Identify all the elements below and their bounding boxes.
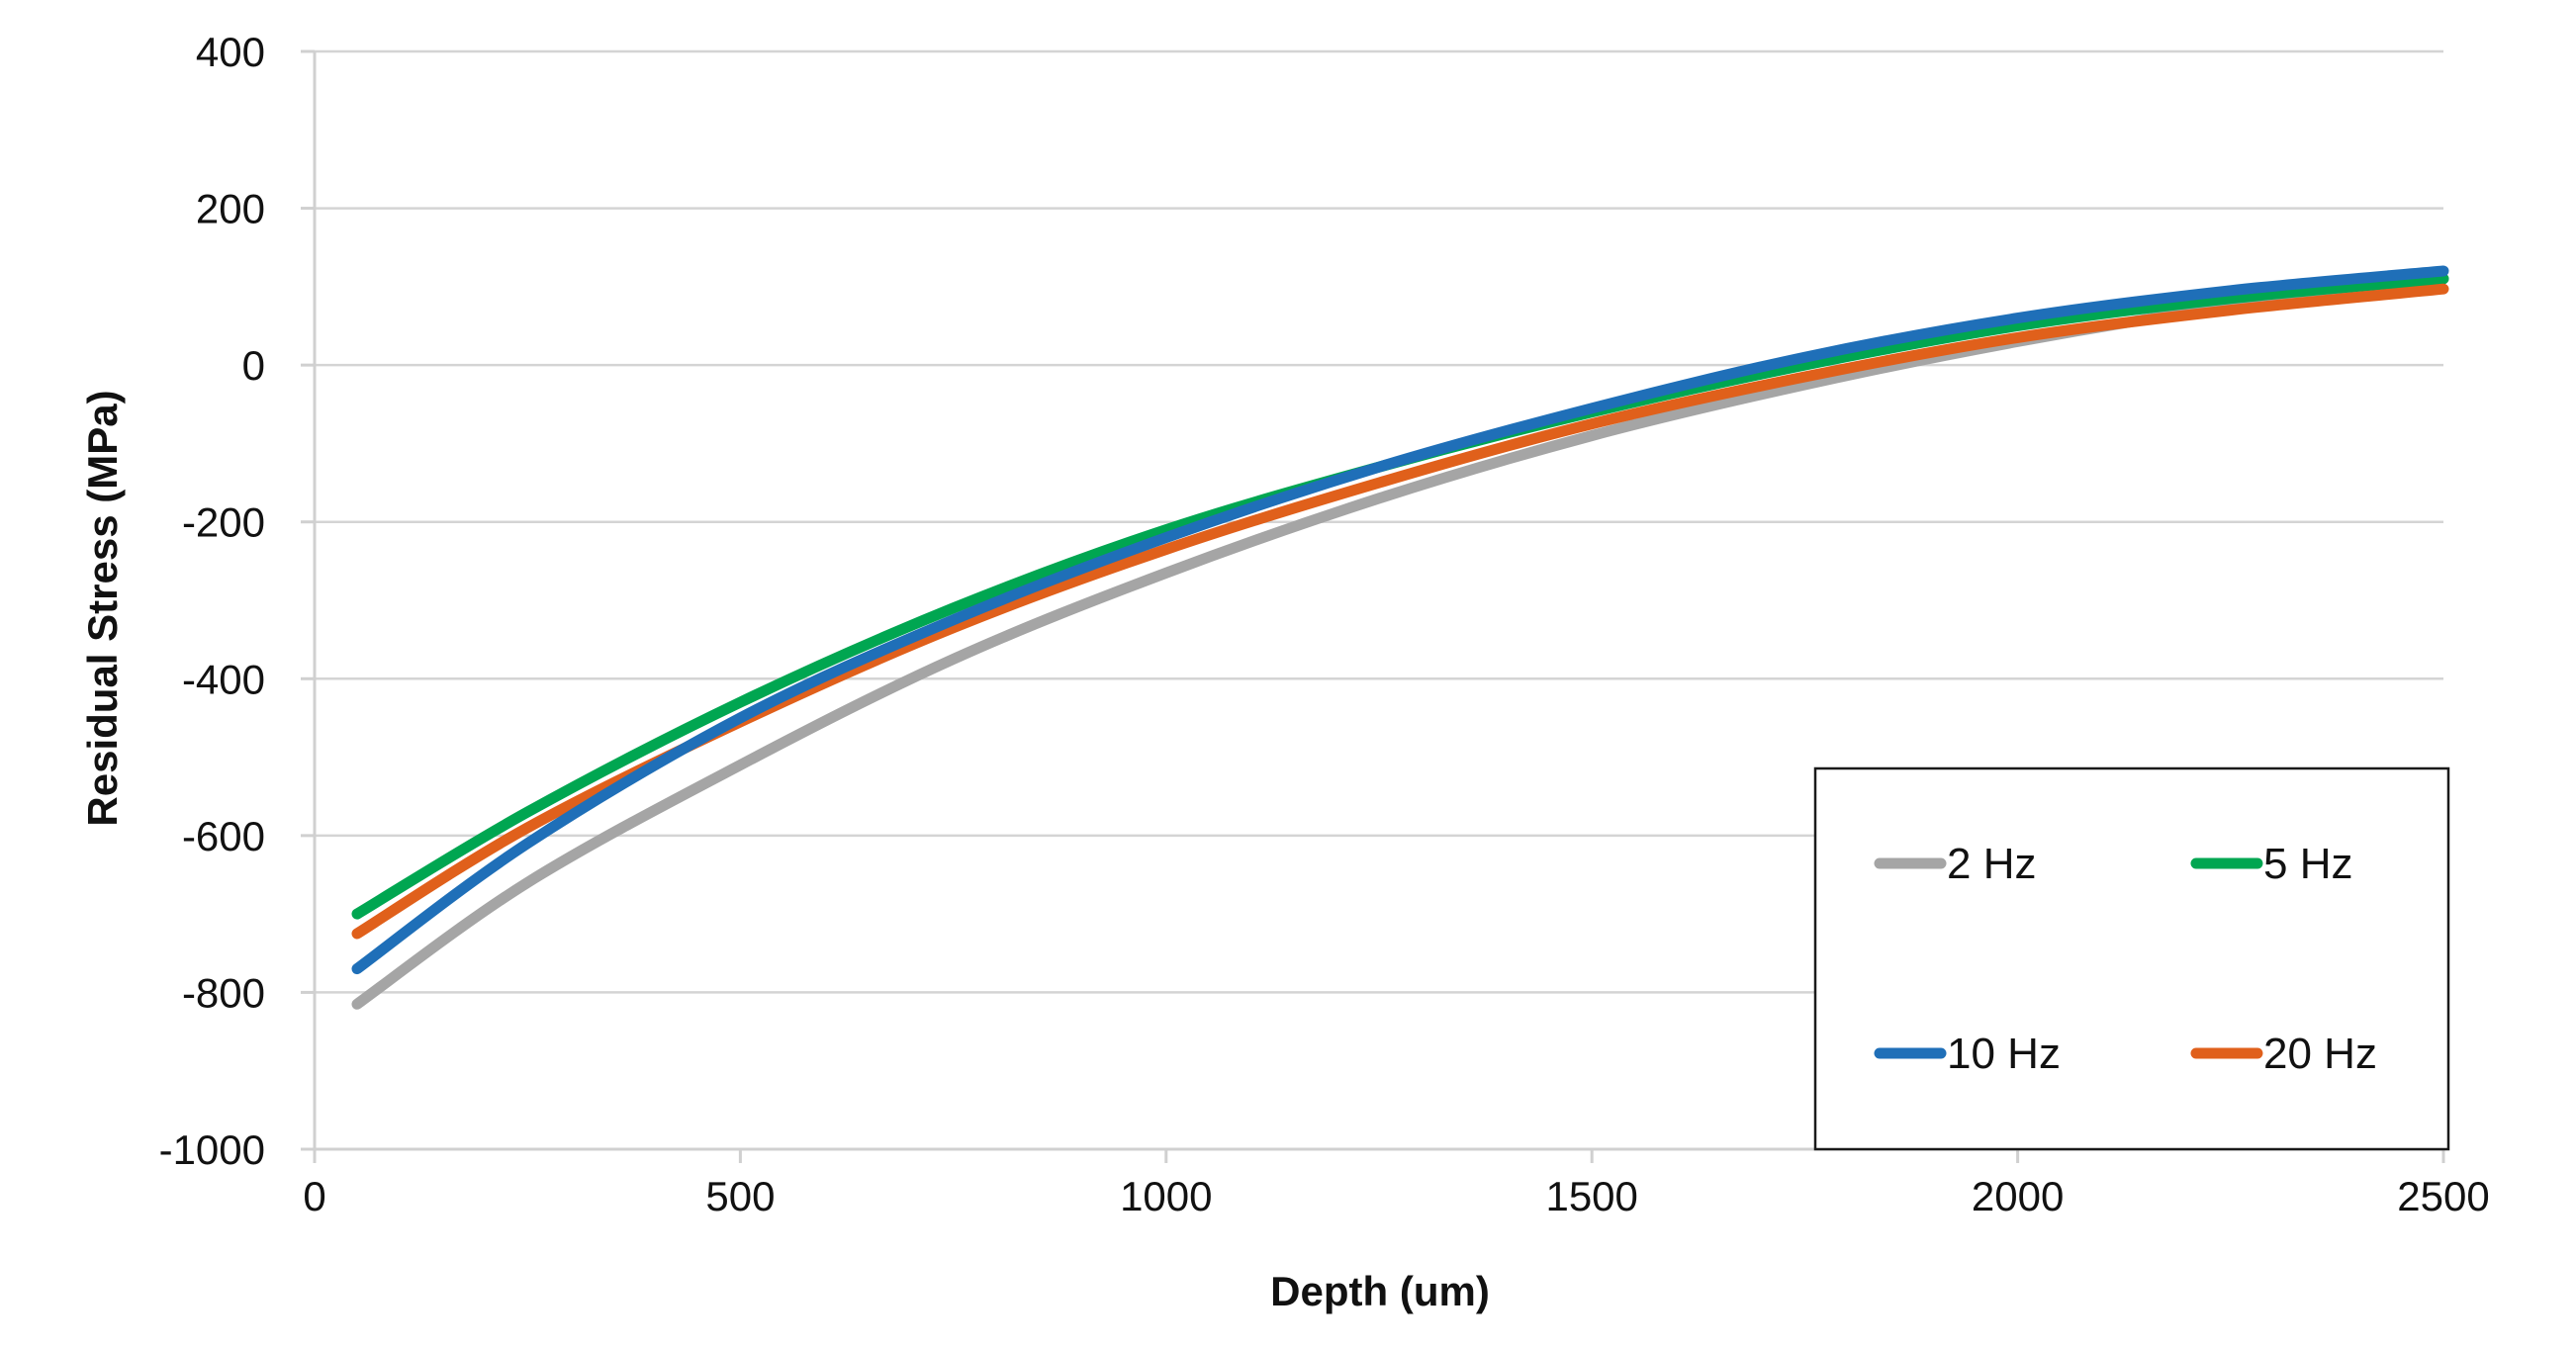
- y-tick-label: 0: [242, 342, 265, 389]
- x-tick-label: 500: [705, 1173, 775, 1219]
- x-tick-label: 0: [303, 1173, 325, 1219]
- tick-labels: 0 500 1000 1500 2000 2500-1000-800-600-400-20…: [159, 29, 2490, 1219]
- y-tick-label: -1000: [159, 1126, 265, 1173]
- legend-label-2-hz: 2 Hz: [1947, 840, 2036, 888]
- x-tick-label: 1000: [1120, 1173, 1212, 1219]
- x-axis-title: Depth (um): [1270, 1268, 1490, 1314]
- x-tick-label: 2500: [2397, 1173, 2489, 1219]
- y-tick-label: -400: [182, 656, 265, 702]
- legend: 2 Hz 5 Hz 10 Hz 20 Hz: [1813, 766, 2450, 1151]
- legend-box: [1813, 766, 2450, 1151]
- y-tick-label: -200: [182, 499, 265, 546]
- x-tick-label: 1500: [1545, 1173, 1637, 1219]
- y-axis-title: Residual Stress (MPa): [79, 390, 126, 826]
- series-line-10-hz: [351, 265, 2449, 975]
- legend-label-20-hz: 20 Hz: [2263, 1030, 2377, 1078]
- y-tick-label: 200: [196, 186, 265, 232]
- y-tick-label: -600: [182, 813, 265, 859]
- series: [351, 265, 2449, 1010]
- legend-label-5-hz: 5 Hz: [2263, 840, 2352, 888]
- legend-label-10-hz: 10 Hz: [1947, 1030, 2061, 1078]
- grid: [315, 49, 2443, 994]
- y-tick-label: 400: [196, 29, 265, 75]
- x-tick-label: 2000: [1972, 1173, 2064, 1219]
- y-tick-label: -800: [182, 969, 265, 1016]
